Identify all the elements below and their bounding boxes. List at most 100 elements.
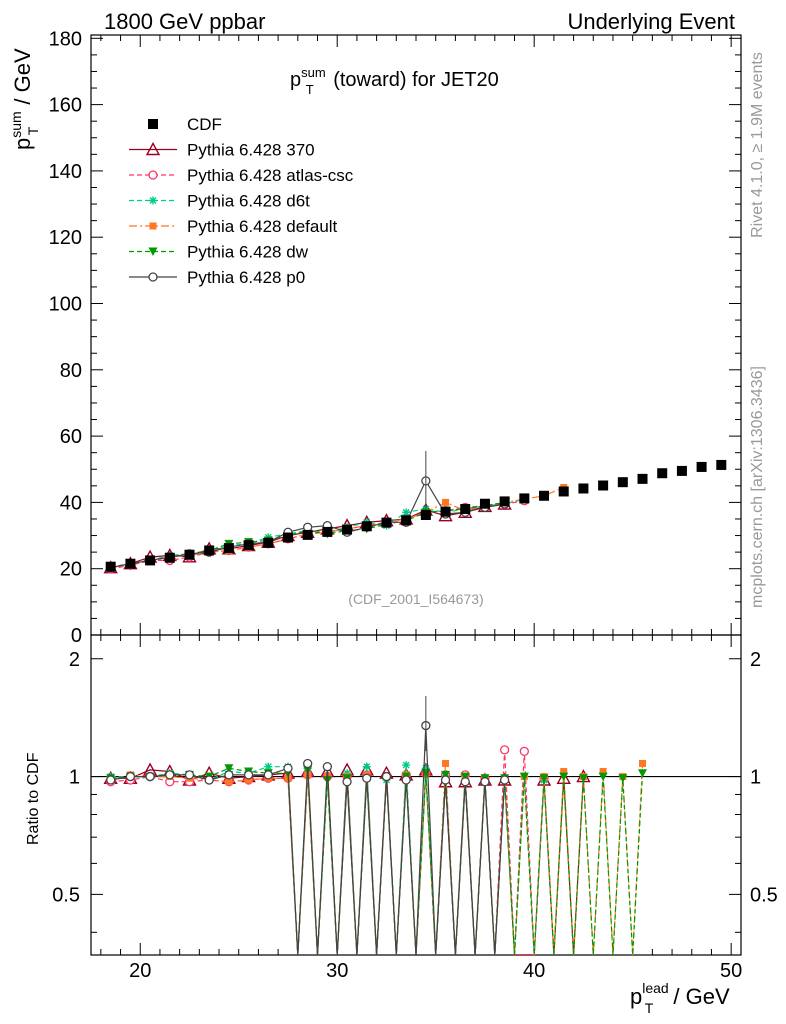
data-point	[539, 490, 550, 501]
ratio-y-tick-label: 1	[69, 767, 80, 789]
ratio-point	[421, 764, 430, 773]
ratio-point	[125, 771, 136, 782]
data-point	[716, 459, 727, 470]
x-tick-label: 30	[326, 960, 348, 982]
xlabel-base: p	[630, 984, 642, 1009]
ratio-y-tick-label: 0.5	[52, 884, 80, 906]
legend-marker	[149, 196, 157, 205]
data-point	[282, 532, 293, 543]
legend-marker	[148, 272, 158, 282]
ratio-point	[145, 771, 155, 782]
ratio-point	[401, 775, 411, 785]
ratio-point	[499, 775, 510, 785]
y-tick-label: 60	[60, 426, 82, 448]
data-point	[164, 552, 175, 563]
ratio-point	[263, 770, 273, 780]
data-point	[479, 498, 490, 509]
data-point	[499, 496, 510, 507]
ratio-line	[110, 765, 545, 956]
ratio-point	[204, 775, 214, 785]
ratio-point	[519, 746, 529, 756]
ratio-point	[225, 778, 233, 786]
ylabel-main-base: p	[10, 138, 35, 150]
y-tick-label: 100	[49, 294, 82, 316]
ratio-line	[110, 767, 644, 956]
ylabel-main: psumT / GeV	[8, 48, 41, 150]
header-left: 1800 GeV ppbar	[104, 9, 265, 34]
plot-title-base: p	[290, 69, 301, 91]
plot-title-sup: sum	[301, 65, 326, 80]
series-point	[402, 508, 411, 517]
plot-title-sub: T	[306, 82, 314, 97]
ratio-point	[342, 777, 352, 787]
ratio-point	[322, 775, 332, 785]
data-point	[460, 504, 471, 515]
x-tick-label: 40	[523, 960, 545, 982]
side-label-rivet: Rivet 4.1.0, ≥ 1.9M events	[749, 52, 766, 238]
legend-marker	[148, 119, 158, 129]
ratio-point	[184, 770, 195, 780]
ylabel-main-sup: sum	[8, 111, 24, 137]
y-tick-label: 0	[71, 625, 82, 647]
ratio-point	[322, 762, 333, 772]
data-point	[223, 543, 234, 554]
legend-marker	[145, 142, 161, 156]
data-point	[519, 493, 530, 504]
data-point	[145, 555, 156, 566]
x-tick-label: 20	[129, 960, 151, 982]
ratio-point	[598, 772, 608, 782]
y-tick-label: 120	[49, 227, 82, 249]
y-tick-label: 40	[60, 492, 82, 514]
ratio-point	[106, 775, 116, 785]
xlabel: plead T / GeV	[630, 980, 730, 1016]
legend-label: Pythia 6.428 default	[187, 217, 338, 236]
ratio-point	[441, 770, 451, 780]
ratio-point	[639, 759, 647, 767]
data-point	[420, 510, 431, 520]
legend-marker	[148, 170, 158, 180]
ratio-y-tick-label: 2	[69, 649, 80, 671]
analysis-tag: (CDF_2001_I564673)	[348, 591, 483, 607]
legend-marker	[148, 247, 158, 256]
ratio-point	[559, 772, 569, 782]
data-point	[637, 473, 648, 484]
data-point	[361, 521, 372, 532]
y-tick-label: 180	[49, 28, 82, 50]
ratio-line	[110, 763, 644, 956]
ratio-point	[303, 758, 313, 769]
data-point	[696, 461, 707, 472]
plot-title-rest: (toward) for JET20	[328, 69, 499, 91]
xlabel-sub: T	[645, 1000, 654, 1016]
ratio-y-tick-label-right: 1	[750, 767, 761, 789]
legend-label: Pythia 6.428 dw	[187, 243, 309, 262]
ratio-point	[519, 772, 529, 782]
header-right: Underlying Event	[567, 9, 735, 34]
y-tick-label: 20	[60, 559, 82, 581]
data-point	[322, 526, 333, 537]
ratio-point	[283, 763, 293, 773]
ratio-point	[245, 776, 253, 784]
plot-title: psum T (toward) for JET20	[290, 65, 499, 97]
y-tick-label: 140	[49, 161, 82, 183]
ratio-point	[560, 768, 568, 776]
y-tick-label: 160	[49, 95, 82, 117]
xlabel-sup: lead	[642, 980, 668, 996]
ratio-point	[442, 759, 450, 767]
ratio-point	[165, 770, 175, 780]
ratio-point	[264, 762, 273, 771]
data-point	[263, 537, 274, 548]
ratio-panel-frame	[90, 634, 742, 956]
legend-label: Pythia 6.428 atlas-csc	[187, 166, 354, 185]
series-point	[442, 498, 450, 506]
data-point	[440, 506, 451, 517]
ylabel-main-rest: / GeV	[10, 48, 35, 111]
ratio-point	[460, 772, 470, 782]
data-point	[243, 540, 254, 551]
ylabel-main-sub: T	[25, 126, 41, 135]
ratio-point	[539, 774, 549, 783]
xlabel-rest: / GeV	[667, 984, 730, 1009]
ratio-point	[381, 771, 392, 782]
data-point	[105, 561, 116, 572]
data-point	[657, 468, 668, 479]
ratio-point	[578, 774, 588, 783]
